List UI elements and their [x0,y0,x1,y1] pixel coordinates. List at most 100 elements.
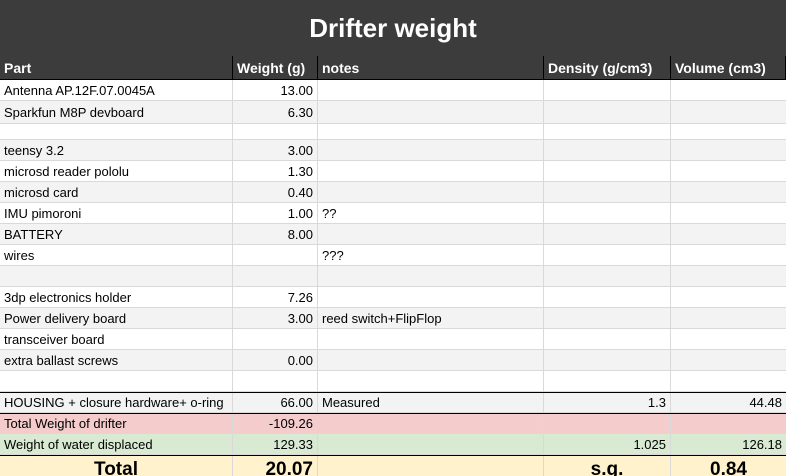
col-header-weight[interactable]: Weight (g) [233,56,318,79]
cell-density[interactable]: 1.3 [544,393,671,412]
cell-weight[interactable]: 1.30 [233,161,318,181]
cell-notes[interactable] [318,80,544,100]
total-weight-value[interactable]: 20.07 [233,456,318,476]
cell-density[interactable] [544,203,671,223]
cell-density[interactable] [544,124,671,139]
cell-volume[interactable] [671,203,786,223]
cell-density[interactable] [544,101,671,123]
cell-weight[interactable]: 3.00 [233,140,318,160]
cell-notes[interactable] [318,287,544,307]
col-header-volume[interactable]: Volume (cm3) [671,56,786,79]
cell-part[interactable] [0,124,233,139]
cell-notes[interactable] [318,101,544,123]
cell-density[interactable] [544,182,671,202]
cell-weight[interactable] [233,329,318,349]
col-header-notes[interactable]: notes [318,56,544,79]
cell-part[interactable]: wires [0,245,233,265]
sg-label[interactable]: s.g. [544,456,671,476]
cell-volume[interactable] [671,224,786,244]
cell-weight[interactable]: 7.26 [233,287,318,307]
cell-volume[interactable] [671,414,786,433]
cell-volume[interactable] [671,266,786,286]
cell-weight[interactable]: 8.00 [233,224,318,244]
cell-notes[interactable]: reed switch+FlipFlop [318,308,544,328]
cell-part[interactable]: Weight of water displaced [0,434,233,454]
cell-part[interactable]: extra ballast screws [0,350,233,370]
cell-volume[interactable] [671,161,786,181]
cell-weight[interactable]: -109.26 [233,414,318,433]
cell-notes[interactable] [318,350,544,370]
cell-notes[interactable] [318,266,544,286]
cell-density[interactable] [544,287,671,307]
cell-part[interactable]: BATTERY [0,224,233,244]
cell-weight[interactable] [233,124,318,139]
cell-notes[interactable] [318,434,544,454]
cell-density[interactable]: 1.025 [544,434,671,454]
cell-part[interactable]: transceiver board [0,329,233,349]
cell-volume[interactable] [671,124,786,139]
cell-notes[interactable] [318,456,544,476]
cell-volume[interactable] [671,245,786,265]
cell-volume[interactable] [671,371,786,391]
cell-density[interactable] [544,161,671,181]
cell-notes[interactable]: Measured [318,393,544,412]
cell-weight[interactable] [233,371,318,391]
cell-weight[interactable] [233,266,318,286]
cell-density[interactable] [544,350,671,370]
cell-volume[interactable] [671,308,786,328]
cell-part[interactable]: microsd reader pololu [0,161,233,181]
cell-part[interactable]: Sparkfun M8P devboard [0,101,233,123]
cell-notes[interactable] [318,182,544,202]
cell-notes[interactable]: ?? [318,203,544,223]
cell-notes[interactable] [318,371,544,391]
cell-weight[interactable] [233,245,318,265]
cell-volume[interactable] [671,350,786,370]
cell-volume[interactable] [671,101,786,123]
cell-weight[interactable]: 3.00 [233,308,318,328]
cell-notes[interactable] [318,161,544,181]
total-label[interactable]: Total [0,456,233,476]
cell-density[interactable] [544,266,671,286]
cell-weight[interactable]: 0.00 [233,350,318,370]
cell-density[interactable] [544,308,671,328]
cell-density[interactable] [544,329,671,349]
cell-weight[interactable]: 13.00 [233,80,318,100]
cell-volume[interactable] [671,329,786,349]
cell-notes[interactable] [318,124,544,139]
cell-notes[interactable] [318,414,544,433]
cell-part[interactable]: teensy 3.2 [0,140,233,160]
cell-notes[interactable] [318,140,544,160]
cell-weight[interactable]: 129.33 [233,434,318,454]
cell-weight[interactable]: 0.40 [233,182,318,202]
cell-weight[interactable]: 6.30 [233,101,318,123]
sg-value[interactable]: 0.84 [710,458,747,476]
cell-part[interactable]: Antenna AP.12F.07.0045A [0,80,233,100]
cell-weight[interactable]: 66.00 [233,393,318,412]
cell-density[interactable] [544,371,671,391]
cell-part[interactable]: HOUSING + closure hardware+ o-ring [0,393,233,412]
col-header-density[interactable]: Density (g/cm3) [544,56,671,79]
cell-notes[interactable]: ??? [318,245,544,265]
cell-part[interactable]: Total Weight of drifter [0,414,233,433]
col-header-part[interactable]: Part [0,56,233,79]
cell-volume[interactable] [671,140,786,160]
cell-density[interactable] [544,245,671,265]
cell-volume[interactable] [671,287,786,307]
cell-weight[interactable]: 1.00 [233,203,318,223]
sheet-title[interactable]: Drifter weight [0,0,786,56]
cell-notes[interactable] [318,329,544,349]
cell-part[interactable]: IMU pimoroni [0,203,233,223]
cell-volume[interactable]: 44.48 [749,395,782,410]
cell-part[interactable]: 3dp electronics holder [0,287,233,307]
cell-part[interactable] [0,371,233,391]
cell-part[interactable] [0,266,233,286]
cell-part[interactable]: microsd card [0,182,233,202]
cell-density[interactable] [544,224,671,244]
cell-volume[interactable] [671,80,786,100]
cell-notes[interactable] [318,224,544,244]
cell-density[interactable] [544,140,671,160]
cell-part[interactable]: Power delivery board [0,308,233,328]
cell-density[interactable] [544,414,671,433]
cell-density[interactable] [544,80,671,100]
cell-volume[interactable] [671,182,786,202]
